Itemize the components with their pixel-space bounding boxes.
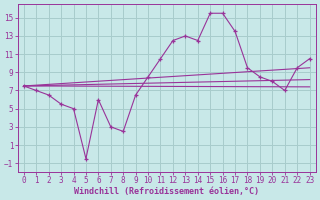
X-axis label: Windchill (Refroidissement éolien,°C): Windchill (Refroidissement éolien,°C): [74, 187, 259, 196]
